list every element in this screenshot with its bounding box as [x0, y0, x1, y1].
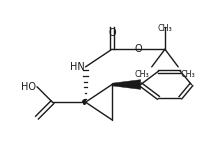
Text: CH₃: CH₃: [180, 70, 195, 78]
Text: O: O: [108, 28, 116, 38]
Polygon shape: [112, 80, 141, 89]
Text: CH₃: CH₃: [157, 24, 172, 33]
Text: O: O: [135, 44, 142, 54]
Text: HO: HO: [21, 82, 36, 92]
Text: CH₃: CH₃: [135, 70, 150, 78]
Text: HN: HN: [70, 62, 84, 72]
